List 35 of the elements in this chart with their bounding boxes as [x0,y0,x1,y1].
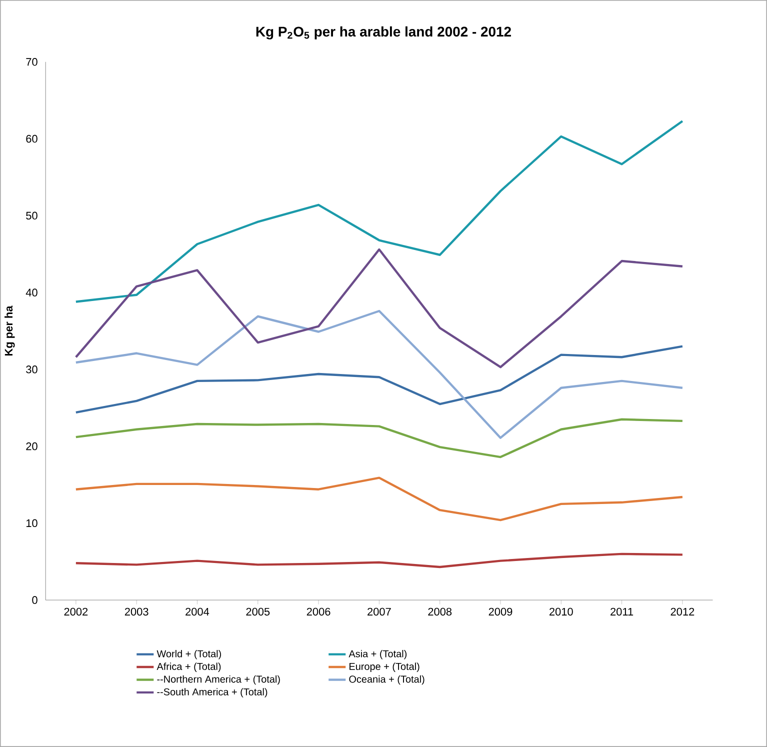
legend-label: World + (Total) [156,650,221,660]
x-tick-label: 2003 [124,608,148,616]
legend-label: Oceania + (Total) [349,675,424,685]
line-series [74,248,684,368]
chart-title: Kg P$_{2}$O$_{5}$ per ha arable land 2002 - 2012 [256,26,511,40]
line-series [74,552,684,568]
x-tick-label: 2006 [306,608,330,616]
y-tick-label: 0 [32,596,38,604]
line-series [74,120,684,303]
x-tick-label: 2012 [670,608,694,616]
legend-label: Asia + (Total) [348,650,407,660]
legend-label: --South America + (Total) [157,688,268,698]
x-tick-label: 2004 [186,608,210,616]
y-tick-label: 20 [26,442,38,450]
x-tick-label: 2011 [610,608,634,616]
legend-label: Europe + (Total) [350,662,420,672]
y-tick-label: 60 [26,134,38,143]
y-tick-label: 50 [26,212,38,220]
line-series [74,418,684,458]
y-tick-label: 30 [26,366,38,374]
y-tick-label: 40 [26,288,38,296]
line-series [74,310,684,439]
y-axis-title: Kg per ha [4,306,15,356]
legend-label: --Northern America + (Total) [157,675,280,685]
x-tick-label: 2007 [368,608,391,616]
x-tick-label: 2010 [550,608,573,616]
x-tick-label: 2005 [246,608,270,616]
x-tick-label: 2002 [64,608,88,616]
y-tick-label: 70 [26,58,38,66]
line-series [74,345,684,414]
line-series [74,476,684,522]
legend-label: Africa + (Total) [156,662,221,672]
x-tick-label: 2009 [488,608,512,616]
x-tick-label: 2008 [428,608,452,616]
y-tick-label: 10 [26,519,38,528]
